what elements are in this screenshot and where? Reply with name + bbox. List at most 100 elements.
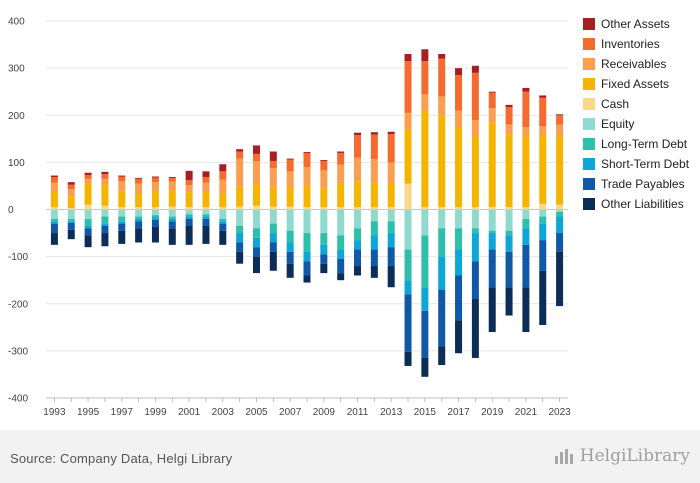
bar-equity bbox=[404, 209, 412, 250]
y-tick-label: 0 bbox=[8, 205, 14, 216]
bar-equity bbox=[269, 209, 277, 224]
bar-equity bbox=[303, 209, 311, 234]
bar-trade-payables bbox=[404, 294, 412, 352]
bar-other-assets bbox=[168, 176, 176, 178]
legend-label: Equity bbox=[601, 117, 635, 131]
bar-cash bbox=[168, 206, 176, 210]
bar-cash bbox=[404, 183, 412, 210]
bar-short-term-debt bbox=[370, 235, 378, 250]
bar-long-term-debt bbox=[269, 223, 277, 234]
bar-receivables bbox=[337, 164, 345, 184]
y-tick-label: 100 bbox=[8, 158, 25, 169]
legend-item[interactable]: Long-Term Debt bbox=[583, 134, 700, 154]
bar-short-term-debt bbox=[84, 225, 92, 229]
bar-receivables bbox=[404, 112, 412, 130]
bar-other-assets bbox=[539, 95, 547, 98]
x-tick-label: 1999 bbox=[144, 407, 167, 418]
bar-long-term-debt bbox=[185, 214, 193, 217]
legend-item[interactable]: Cash bbox=[583, 94, 700, 114]
bar-fixed-assets bbox=[337, 183, 345, 208]
legend-swatch bbox=[583, 78, 595, 90]
bar-short-term-debt bbox=[539, 223, 547, 241]
bar-inventories bbox=[471, 72, 479, 120]
bar-equity bbox=[320, 209, 328, 234]
bar-equity bbox=[151, 209, 159, 216]
bar-fixed-assets bbox=[101, 184, 109, 206]
bar-inventories bbox=[505, 107, 513, 125]
bar-receivables bbox=[370, 159, 378, 183]
bar-inventories bbox=[269, 160, 277, 169]
bar-trade-payables bbox=[539, 240, 547, 271]
chart-area: -400 -300 -200 -100 0 100 200 300 400 1993 1995 199… bbox=[0, 0, 700, 430]
bar-fixed-assets bbox=[387, 183, 395, 208]
bar-equity bbox=[286, 209, 294, 231]
bar-long-term-debt bbox=[202, 214, 210, 217]
bar-equity bbox=[252, 209, 260, 229]
bar-other-liabilities bbox=[505, 287, 513, 316]
bar-equity bbox=[488, 209, 496, 231]
brand-logo[interactable]: HelgiLibrary bbox=[554, 446, 690, 466]
bar-inventories bbox=[522, 91, 530, 128]
bar-receivables bbox=[505, 124, 513, 135]
legend-item[interactable]: Short-Term Debt bbox=[583, 154, 700, 174]
bar-inventories bbox=[101, 174, 109, 179]
bar-other-liabilities bbox=[219, 230, 227, 245]
bar-receivables bbox=[84, 178, 92, 184]
y-tick-label: -200 bbox=[8, 299, 28, 310]
bar-equity bbox=[118, 209, 126, 217]
y-tick-label: 200 bbox=[8, 111, 25, 122]
bar-short-term-debt bbox=[320, 244, 328, 255]
bar-other-liabilities bbox=[269, 251, 277, 271]
bar-equity bbox=[135, 209, 143, 217]
bar-fixed-assets bbox=[151, 190, 159, 208]
bar-trade-payables bbox=[556, 233, 564, 252]
x-tick-label: 2017 bbox=[447, 407, 470, 418]
bar-equity bbox=[67, 209, 75, 219]
bar-long-term-debt bbox=[168, 216, 176, 219]
bar-short-term-debt bbox=[522, 228, 530, 245]
bar-inventories bbox=[539, 97, 547, 127]
bar-long-term-debt bbox=[370, 221, 378, 236]
bar-other-liabilities bbox=[404, 351, 412, 366]
bar-trade-payables bbox=[236, 242, 244, 252]
bar-inventories bbox=[337, 152, 345, 165]
legend-label: Other Liabilities bbox=[601, 197, 684, 211]
bar-other-assets bbox=[505, 104, 513, 108]
bar-other-assets bbox=[421, 49, 429, 62]
bar-cash bbox=[370, 207, 378, 210]
bar-inventories bbox=[50, 176, 58, 183]
bar-other-assets bbox=[522, 87, 530, 92]
bar-equity bbox=[505, 209, 513, 231]
legend-item[interactable]: Fixed Assets bbox=[583, 74, 700, 94]
bar-long-term-debt bbox=[118, 216, 126, 222]
bar-short-term-debt bbox=[488, 233, 496, 250]
bar-long-term-debt bbox=[219, 218, 227, 222]
bar-other-assets bbox=[286, 158, 294, 160]
bar-other-assets bbox=[185, 170, 193, 181]
legend-item[interactable]: Other Assets bbox=[583, 14, 700, 34]
legend-item[interactable]: Trade Payables bbox=[583, 174, 700, 194]
bar-cash bbox=[151, 207, 159, 210]
bar-receivables bbox=[135, 183, 143, 194]
legend-item[interactable]: Inventories bbox=[583, 34, 700, 54]
legend-item[interactable]: Receivables bbox=[583, 54, 700, 74]
bar-equity bbox=[236, 209, 244, 226]
legend-item[interactable]: Equity bbox=[583, 114, 700, 134]
bar-equity bbox=[421, 209, 429, 236]
legend-swatch bbox=[583, 58, 595, 70]
legend-label: Trade Payables bbox=[601, 177, 685, 191]
bar-long-term-debt bbox=[455, 228, 463, 250]
bar-short-term-debt bbox=[252, 237, 260, 248]
bar-fixed-assets bbox=[50, 192, 58, 208]
bar-fixed-assets bbox=[236, 186, 244, 207]
bar-short-term-debt bbox=[303, 251, 311, 262]
legend-item[interactable]: Other Liabilities bbox=[583, 194, 700, 214]
bar-other-assets bbox=[455, 68, 463, 76]
bar-cash bbox=[438, 207, 446, 210]
y-tick-label: 400 bbox=[8, 17, 25, 28]
bar-inventories bbox=[67, 184, 75, 190]
bar-other-liabilities bbox=[488, 287, 496, 333]
bar-short-term-debt bbox=[354, 240, 362, 250]
bar-other-assets bbox=[252, 145, 260, 154]
bar-receivables bbox=[539, 126, 547, 136]
